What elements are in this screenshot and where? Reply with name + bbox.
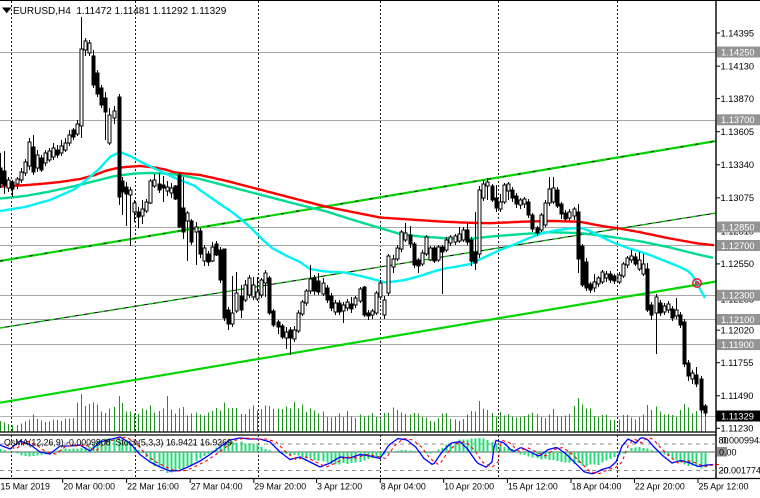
svg-text:1.13075: 1.13075 bbox=[721, 193, 755, 203]
svg-text:0.00: 0.00 bbox=[719, 447, 737, 457]
svg-text:22 Apr 20:00: 22 Apr 20:00 bbox=[635, 482, 685, 492]
svg-text:15 Apr 12:00: 15 Apr 12:00 bbox=[508, 482, 558, 492]
svg-text:1.12700: 1.12700 bbox=[721, 241, 755, 251]
svg-text:1.11755: 1.11755 bbox=[721, 358, 754, 368]
svg-text:1.12550: 1.12550 bbox=[721, 259, 755, 269]
svg-text:1.11230: 1.11230 bbox=[721, 424, 754, 434]
svg-text:25 Apr 12:00: 25 Apr 12:00 bbox=[699, 482, 749, 492]
svg-text:1.13340: 1.13340 bbox=[721, 160, 755, 170]
svg-text:20 Mar 00:00: 20 Mar 00:00 bbox=[63, 482, 115, 492]
svg-text:18 Apr 04:00: 18 Apr 04:00 bbox=[572, 482, 622, 492]
svg-text:3 Apr 12:00: 3 Apr 12:00 bbox=[317, 482, 362, 492]
svg-text:1.13700: 1.13700 bbox=[721, 115, 755, 125]
svg-text:1.12300: 1.12300 bbox=[721, 291, 755, 301]
svg-text:1.11329: 1.11329 bbox=[721, 411, 754, 421]
svg-text:OsMA(12,26,9) -0.0009808 Stoc: OsMA(12,26,9) -0.0009808 Stoch(5,3,3) 16… bbox=[4, 438, 232, 448]
svg-text:20: 20 bbox=[719, 466, 729, 476]
svg-text:1.11900: 1.11900 bbox=[721, 340, 754, 350]
svg-text:1.12100: 1.12100 bbox=[721, 315, 755, 325]
svg-text:EURUSD,H4 1.11472 1.11481 1.1: EURUSD,H4 1.11472 1.11481 1.11292 1.1132… bbox=[13, 6, 227, 17]
svg-text:10 Apr 20:00: 10 Apr 20:00 bbox=[444, 482, 494, 492]
svg-text:1.12850: 1.12850 bbox=[721, 222, 755, 232]
svg-text:29 Mar 20:00: 29 Mar 20:00 bbox=[254, 482, 306, 492]
svg-text:1.11490: 1.11490 bbox=[721, 391, 754, 401]
svg-text:1.13870: 1.13870 bbox=[721, 94, 755, 104]
svg-text:0.0009943: 0.0009943 bbox=[722, 435, 760, 445]
svg-text:15 Mar 2019: 15 Mar 2019 bbox=[1, 482, 50, 492]
svg-text:27 Mar 04:00: 27 Mar 04:00 bbox=[191, 482, 243, 492]
svg-text:8 Apr 04:00: 8 Apr 04:00 bbox=[381, 482, 426, 492]
svg-text:1.14130: 1.14130 bbox=[721, 61, 755, 71]
svg-text:1.13605: 1.13605 bbox=[721, 127, 755, 137]
svg-text:22 Mar 16:00: 22 Mar 16:00 bbox=[127, 482, 179, 492]
svg-text:1.14250: 1.14250 bbox=[721, 47, 755, 57]
svg-text:-0.001774: -0.001774 bbox=[721, 466, 760, 476]
svg-text:80: 80 bbox=[719, 435, 729, 445]
svg-text:1.12020: 1.12020 bbox=[721, 325, 755, 335]
svg-text:1.14395: 1.14395 bbox=[721, 28, 755, 38]
